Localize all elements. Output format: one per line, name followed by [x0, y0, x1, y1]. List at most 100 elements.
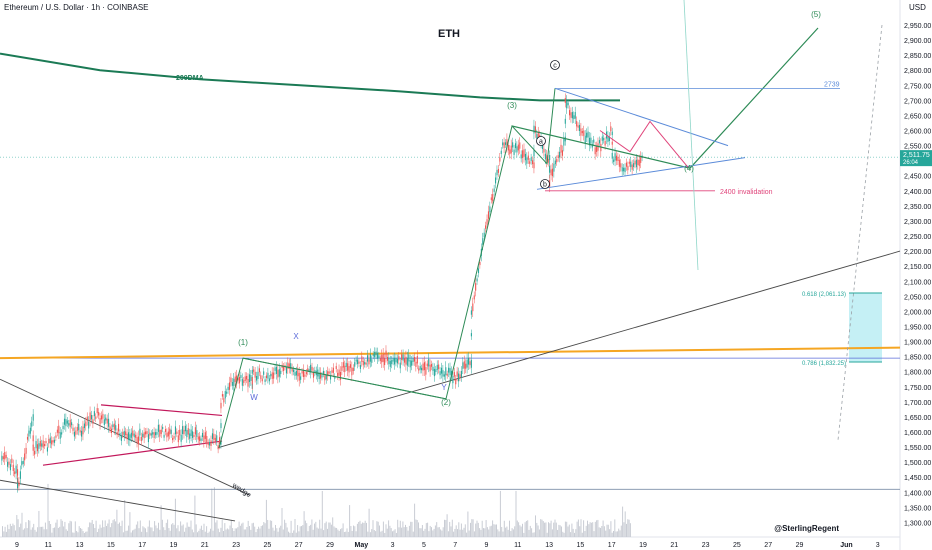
volume-bar — [399, 520, 401, 537]
wave-wxy-line — [242, 357, 447, 400]
wave-label-x: X — [293, 332, 299, 341]
candle-body — [560, 144, 562, 153]
volume-bar — [613, 530, 614, 537]
volume-bar — [377, 521, 379, 537]
candle-body — [270, 373, 272, 377]
volume-bar — [128, 525, 130, 537]
volume-bar — [463, 527, 465, 537]
volume-bar — [433, 528, 435, 537]
volume-bar — [325, 521, 327, 537]
wave-label-5: (5) — [811, 10, 821, 19]
candle-body — [510, 145, 512, 154]
volume-bar — [597, 519, 599, 537]
volume-bar — [540, 519, 542, 537]
candle-body — [248, 374, 251, 382]
volume-bar — [288, 531, 289, 537]
volume-bar — [606, 524, 608, 537]
volume-bar — [589, 522, 591, 537]
volume-bar — [535, 515, 536, 537]
volume-bar — [223, 530, 224, 537]
volume-bar — [228, 529, 230, 537]
volume-bar — [427, 522, 429, 537]
volume-bar — [424, 528, 426, 537]
volume-bar — [46, 529, 48, 537]
candle-body — [308, 369, 310, 372]
candle-body — [563, 137, 565, 146]
candle-body — [594, 147, 596, 155]
volume-bar — [558, 524, 560, 537]
volume-bar — [470, 522, 471, 537]
candle-body — [75, 430, 77, 435]
volume-bar — [342, 523, 344, 537]
candle-body — [355, 359, 357, 362]
volume-bar — [494, 524, 496, 537]
candle-body — [348, 366, 350, 373]
candle-body — [422, 363, 424, 371]
volume-bar — [550, 520, 552, 537]
volume-bar — [85, 531, 87, 537]
volume-bar — [217, 528, 219, 537]
volume-bar — [308, 525, 310, 537]
volume-bar — [41, 526, 42, 537]
volume-bar — [447, 531, 449, 537]
volume-bar — [333, 526, 335, 537]
volume-bar — [418, 522, 419, 537]
candle-body — [322, 370, 324, 374]
candle-body — [630, 161, 632, 168]
x-tick-label: 21 — [201, 542, 209, 549]
candle-body — [119, 432, 121, 437]
candle-body — [173, 436, 175, 439]
volume-bar — [281, 508, 283, 537]
candle-body — [576, 121, 578, 127]
volume-bar — [385, 524, 387, 537]
volume-bar — [303, 511, 305, 537]
triangle-pink-lower — [42, 440, 223, 466]
candle-body — [153, 432, 155, 438]
volume-bar — [598, 527, 600, 537]
last-price-countdown: 26:04 — [903, 160, 919, 166]
y-tick-label: 2,750.00 — [904, 83, 931, 90]
volume-bar — [381, 530, 383, 537]
volume-bar — [220, 527, 222, 537]
candle-body — [536, 134, 538, 139]
candle-body — [485, 225, 487, 229]
candle-body — [544, 153, 546, 160]
candle-body — [139, 428, 141, 436]
candle-body — [443, 374, 445, 377]
volume-bar — [57, 527, 59, 537]
candle-body — [38, 443, 40, 449]
volume-bar — [117, 523, 119, 537]
candle-body — [39, 440, 41, 447]
volume-bar — [68, 523, 70, 537]
volume-bar — [4, 526, 6, 537]
volume-bar — [91, 519, 93, 537]
volume-bar — [316, 527, 318, 537]
volume-bar — [367, 531, 369, 537]
volume-bar — [250, 529, 252, 537]
y-tick-label: 1,650.00 — [904, 415, 931, 422]
volume-bar — [165, 522, 167, 537]
candle-body — [191, 431, 194, 438]
candle-body — [263, 371, 265, 375]
candle-body — [99, 418, 101, 425]
volume-bar — [373, 530, 375, 537]
candle-body — [88, 421, 90, 429]
candle-body — [256, 376, 258, 381]
volume-bar — [483, 528, 484, 537]
candle-body — [142, 433, 144, 437]
y-tick-label: 2,650.00 — [904, 113, 931, 120]
volume-bar — [226, 528, 228, 537]
volume-bar — [139, 520, 141, 537]
volume-bar — [464, 524, 466, 537]
candle-body — [177, 435, 179, 443]
candle-body — [140, 436, 142, 442]
volume-bar — [90, 522, 92, 537]
x-tick-label: 15 — [577, 542, 585, 549]
candle-body — [183, 429, 185, 435]
candle-body — [527, 155, 529, 160]
wedge-lower-line — [0, 479, 236, 522]
volume-bar — [455, 525, 457, 537]
volume-bar — [52, 527, 54, 537]
volume-bar — [481, 520, 483, 537]
